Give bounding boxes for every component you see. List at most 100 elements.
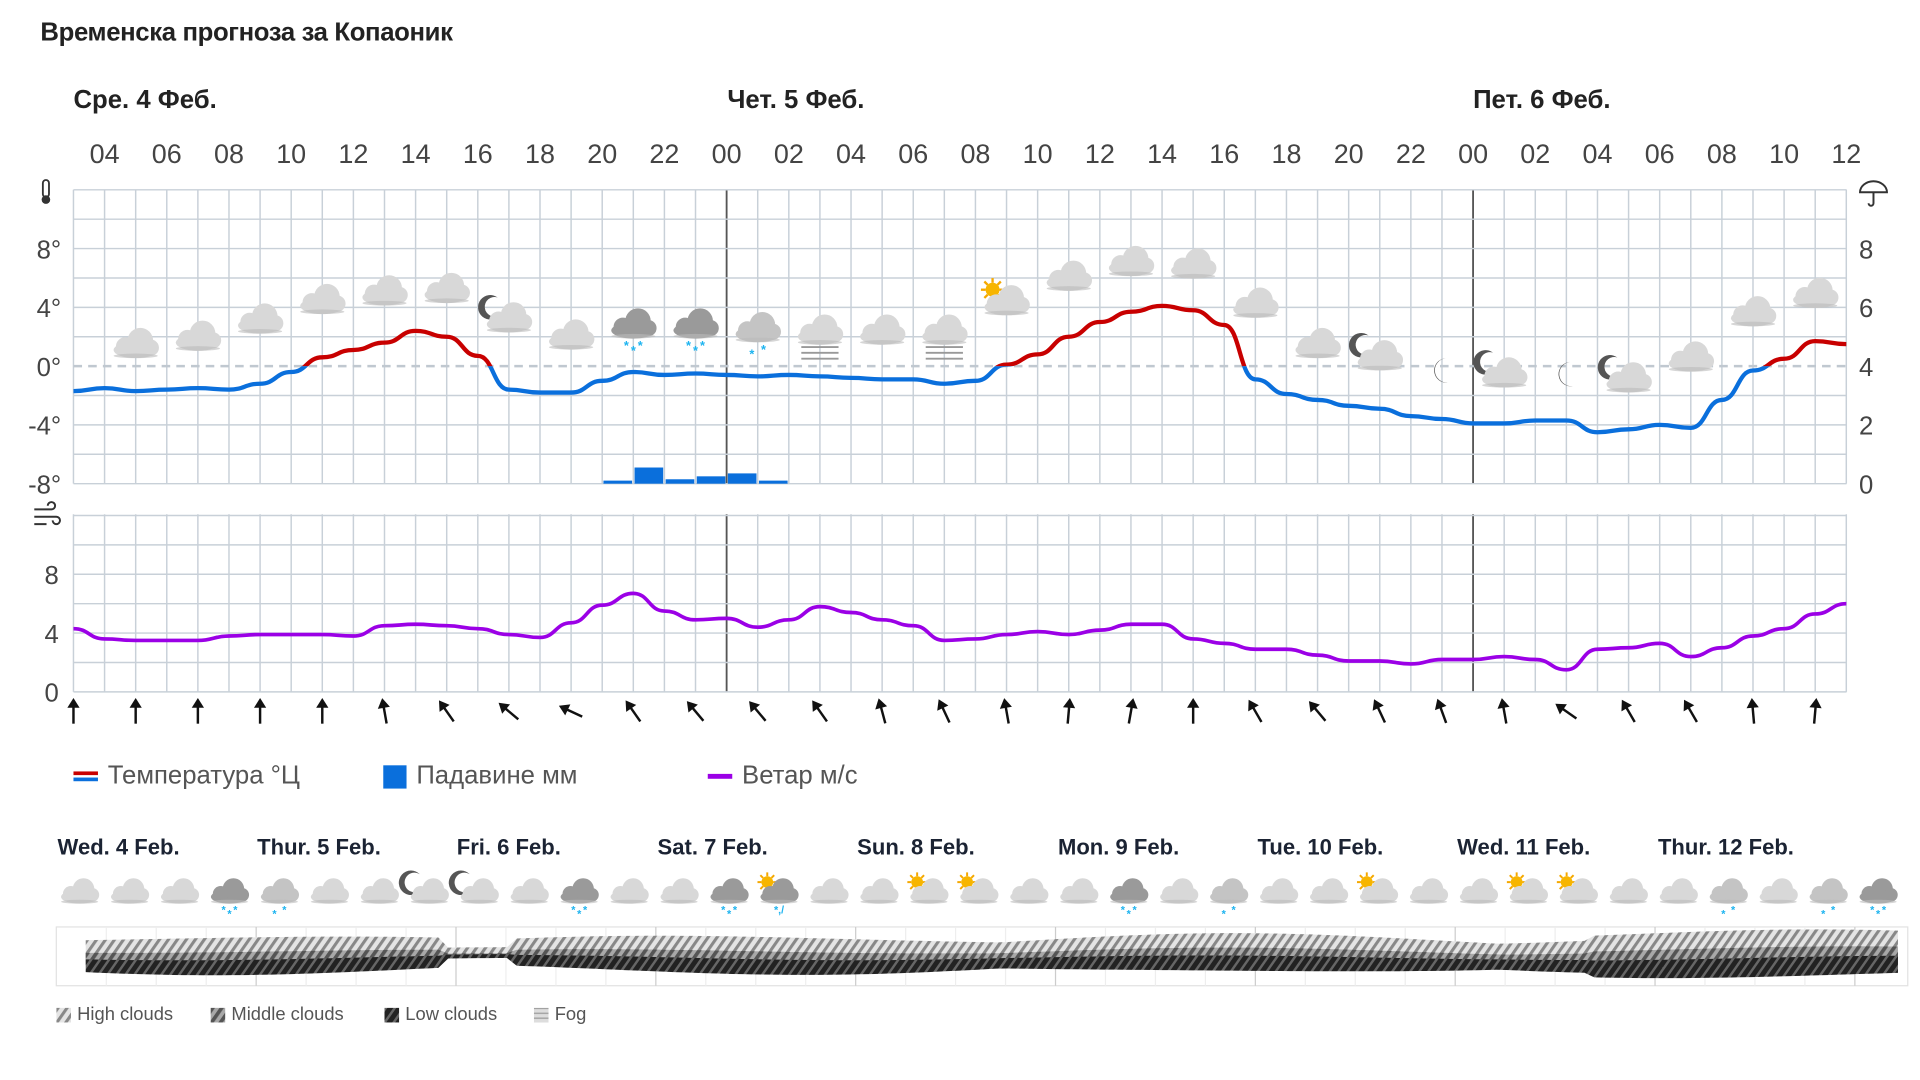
cloud-icon: [1160, 878, 1199, 904]
svg-text:*: *: [1821, 908, 1826, 920]
svg-text:*: *: [1127, 908, 1132, 920]
wind-direction-arrow-icon: [67, 697, 80, 724]
y-tick-label-temp: 0°: [37, 354, 62, 382]
svg-text:*: *: [686, 338, 691, 353]
x-tick-label: 06: [152, 139, 182, 169]
sun-cloud-icon: [980, 278, 1030, 316]
cloud-icon: [424, 272, 470, 304]
snow-dark-icon: * * *: [673, 308, 719, 358]
precip-bar: [727, 473, 757, 484]
snow-icon: * *: [1709, 878, 1748, 920]
cloud-icon: [1668, 341, 1715, 372]
svg-text:*: *: [583, 904, 588, 916]
snow-icon: * *: [735, 312, 781, 362]
x-tick-label: 14: [1147, 139, 1177, 169]
cloud-icon: [1108, 245, 1155, 277]
svg-text:*: *: [282, 904, 287, 916]
cloud-icon: [1793, 277, 1839, 308]
svg-text:*: *: [749, 347, 754, 362]
cloud-icon: [175, 320, 222, 351]
y-tick-label-precip: 4: [1859, 354, 1873, 382]
y-tick-label-temp: -8°: [28, 471, 61, 499]
low-clouds-area: [85, 954, 1898, 979]
snow-dark-icon: * * *: [1110, 878, 1149, 920]
svg-text:*: *: [624, 338, 629, 353]
snow-icon: * *: [260, 878, 300, 920]
snow-icon: * *: [1210, 878, 1249, 920]
x-tick-label: 18: [525, 139, 555, 169]
temperature-swatch: [73, 771, 98, 782]
cloud-icon: [510, 878, 549, 904]
cloud-icon: [660, 878, 699, 904]
wind-direction-arrow-icon: [999, 698, 1012, 724]
svg-text:*: *: [1133, 904, 1138, 916]
cloud-icon: [1409, 878, 1449, 904]
moon-cloud-icon: [398, 870, 449, 904]
legend-high-clouds: High clouds: [56, 1004, 173, 1025]
week-day-label: Mon. 9 Feb.: [1057, 835, 1180, 860]
cloud-icon: [1260, 878, 1299, 904]
wind-direction-arrow-icon: [129, 697, 142, 724]
x-tick-label: 04: [1583, 139, 1613, 169]
y-tick-label-temp: 4°: [37, 295, 62, 323]
wind-direction-arrow-icon: [253, 697, 267, 724]
sun-cloud-icon: [957, 872, 999, 904]
svg-text:*: *: [221, 904, 226, 916]
svg-text:*: *: [631, 343, 636, 358]
wind-direction-arrow-icon: [1248, 699, 1263, 723]
cloud-icon: [1060, 878, 1099, 904]
wind-direction-arrow-icon: [558, 704, 583, 718]
legend-precipitation[interactable]: Падавине мм: [383, 762, 577, 791]
y-tick-label-precip: 2: [1859, 413, 1873, 441]
svg-text:*: *: [693, 343, 698, 358]
cloud-icon: [60, 878, 100, 904]
wind-direction-arrow-icon: [1621, 699, 1636, 723]
day-label-thu: Чет. 5 Феб.: [727, 85, 865, 114]
x-tick-label: 12: [1831, 139, 1861, 169]
x-tick-label: 18: [1271, 139, 1301, 169]
precip-bar: [634, 467, 664, 484]
y-tick-label-wind: 8: [44, 562, 58, 590]
wind-direction-arrow-icon: [1683, 699, 1698, 723]
wind-direction-arrow-icon: [1809, 698, 1822, 724]
cloud-icon: [1233, 287, 1279, 318]
x-tick-label: 08: [1707, 139, 1737, 169]
week-day-label: Thur. 5 Feb.: [257, 835, 381, 860]
moon-cloud-icon: [1597, 355, 1652, 393]
y-tick-label-precip: 6: [1859, 295, 1873, 323]
svg-text:*: *: [721, 904, 726, 916]
x-tick-label: 02: [774, 139, 804, 169]
svg-text:*: *: [227, 908, 232, 920]
wind-direction-arrow-icon: [377, 698, 390, 724]
week-day-label: Sat. 7 Feb.: [657, 835, 768, 860]
week-day-label: Fri. 6 Feb.: [456, 835, 561, 860]
legend-temperature[interactable]: Температура °Ц: [73, 762, 300, 791]
wind-direction-arrow-icon: [1434, 698, 1448, 724]
cloud-icon: [1659, 878, 1698, 904]
sun-sleet-icon: *,/: [757, 872, 799, 916]
wind-direction-arrow-icon: [812, 700, 828, 723]
sun-cloud-icon: [1556, 872, 1598, 904]
temperature-line-below-zero: [73, 366, 1771, 435]
x-tick-label: 00: [712, 139, 742, 169]
legend-wind[interactable]: Ветар м/с: [707, 762, 858, 791]
wind-direction-arrow-icon: [498, 702, 520, 721]
svg-text:*: *: [577, 908, 582, 920]
svg-text:*: *: [733, 904, 738, 916]
svg-text:*: *: [272, 908, 277, 920]
x-tick-label: 02: [1520, 139, 1550, 169]
svg-text:*: *: [727, 908, 732, 920]
x-tick-label: 00: [1458, 139, 1488, 169]
middle-clouds-swatch: [210, 1007, 226, 1022]
day-label-fri: Пет. 6 Феб.: [1473, 85, 1611, 114]
cloud-icon: [360, 878, 399, 904]
sun-cloud-icon: [1506, 872, 1549, 904]
svg-text:*,/: *,/: [774, 904, 784, 916]
svg-text:*: *: [1231, 904, 1236, 916]
svg-text:*: *: [638, 338, 643, 353]
snow-dark-icon: * * *: [611, 308, 657, 358]
cloud-icon: [160, 878, 200, 904]
wind-direction-arrow-icon: [316, 697, 329, 724]
x-tick-label: 04: [90, 139, 120, 169]
cloud-icon: [860, 878, 899, 904]
